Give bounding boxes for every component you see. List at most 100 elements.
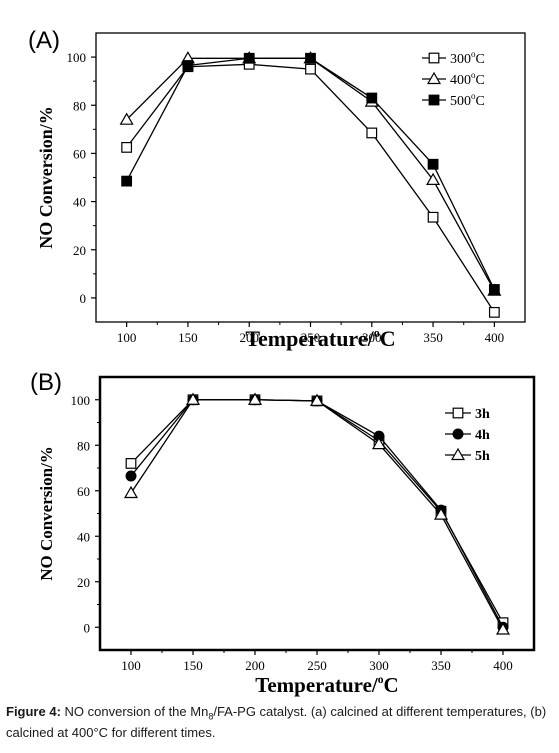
data-point [305, 63, 316, 75]
legend-marker [428, 94, 440, 106]
series-line [126, 57, 495, 292]
degree-mark: o [374, 326, 380, 340]
legend-label-unit: C [476, 94, 485, 109]
y-tick-label: 20 [77, 575, 90, 590]
y-tick-label: 0 [80, 291, 87, 306]
figure-canvas: (A)100 150 200 250 300 350 400020406080100Temp… [28, 27, 536, 697]
series-line [126, 57, 495, 290]
legend-marker [450, 447, 466, 461]
x-tick-label: 400 [493, 658, 513, 673]
legend-marker [452, 407, 464, 419]
y-tick-label: 80 [77, 438, 90, 453]
x-tick-label: 350 [431, 658, 451, 673]
y-tick-label: 40 [73, 195, 86, 210]
data-point [243, 52, 255, 64]
data-point [182, 60, 194, 71]
panel-label: (A) [28, 27, 60, 54]
legend-label-text: 4h [475, 428, 490, 443]
series-400 [119, 51, 502, 296]
x-axis-title-text: Temperature/ [245, 326, 374, 351]
y-tick-label: 20 [73, 243, 86, 258]
data-point [121, 175, 133, 187]
legend-label: 5h [475, 449, 490, 464]
legend-marker [428, 52, 440, 64]
data-point [121, 141, 133, 153]
data-point [119, 112, 134, 125]
data-point [488, 306, 500, 318]
data-point [125, 458, 137, 469]
degree-mark: o [471, 49, 476, 59]
x-tick-label: 350 [423, 330, 443, 345]
series-5h [123, 392, 511, 635]
legend-label-text: 5h [475, 449, 490, 464]
caption-subscript: 8 [208, 711, 214, 722]
data-point [426, 172, 441, 186]
legend: 3h 4h 5h [445, 407, 490, 464]
data-point [371, 436, 387, 450]
x-tick-label: 300 [369, 658, 389, 673]
data-point [433, 507, 449, 520]
y-tick-label: 100 [67, 50, 87, 65]
series-300 [121, 58, 500, 318]
x-axis-title: Temperature/oC [255, 673, 398, 697]
panel-label: (B) [30, 369, 62, 396]
series-4h [125, 394, 509, 633]
data-point [427, 211, 439, 223]
legend-label: 300oC [450, 49, 485, 67]
data-point [185, 392, 201, 405]
chart-a: (A) 100 150 200 250 300 350 400 0 20 40 60 80 100 Temp… [28, 27, 526, 351]
data-point [125, 470, 137, 482]
degree-mark: o [471, 91, 476, 101]
data-point [488, 284, 500, 295]
legend-marker [426, 71, 442, 85]
x-tick-label: 100 [117, 330, 137, 345]
figure-caption: Figure 4: NO conversion of the Mn8/FA-PG… [6, 704, 551, 741]
legend-label: 500oC [450, 91, 485, 109]
legend-marker [452, 428, 464, 440]
legend-label-text: 400 [450, 73, 471, 88]
series-500 [121, 52, 500, 295]
x-tick-label: 300 [362, 330, 382, 345]
legend-label-unit: C [476, 73, 485, 88]
degree-mark: o [471, 70, 476, 80]
data-point [247, 392, 263, 405]
x-axis-title: Temperature/oC [245, 326, 395, 351]
x-tick-label: 400 [485, 330, 505, 345]
series-3h [125, 394, 509, 629]
x-tick-label: 200 [239, 330, 259, 345]
y-tick-label: 40 [77, 529, 90, 544]
data-point [495, 622, 511, 635]
data-point [366, 92, 378, 104]
y-tick-label: 80 [73, 98, 86, 113]
y-axis-title: NO Conversion/% [37, 446, 56, 581]
x-tick-label: 250 [301, 330, 321, 345]
data-point [123, 485, 139, 499]
data-point [309, 393, 325, 406]
legend-label-unit: C [476, 52, 485, 67]
legend-label-text: 3h [475, 407, 490, 422]
legend-label-text: 300 [450, 52, 471, 67]
x-tick-label: 150 [178, 330, 198, 345]
y-tick-label: 0 [84, 620, 91, 635]
legend-label-text: 500 [450, 94, 471, 109]
data-point [366, 127, 378, 139]
y-tick-label: 60 [73, 146, 86, 161]
plot-frame [98, 375, 536, 652]
x-axis-title-text: Temperature/ [255, 673, 379, 697]
x-axis-title-unit: C [384, 673, 399, 697]
data-point [305, 52, 316, 64]
x-tick-label: 200 [245, 658, 265, 673]
chart-b: (B) 100 150 200 250 300 350 400 0 20 40 60 80 100 Temp… [30, 369, 536, 697]
legend-label: 400oC [450, 70, 485, 88]
y-tick-label: 60 [77, 484, 90, 499]
y-tick-label: 100 [71, 393, 91, 408]
data-point [427, 158, 439, 170]
x-tick-label: 250 [307, 658, 327, 673]
caption-text-1: NO conversion of the Mn [60, 704, 209, 719]
caption-text-2: /FA-PG catalyst. (a) calcined at differe… [6, 704, 547, 740]
x-tick-label: 100 [121, 658, 141, 673]
y-axis-title: NO Conversion/% [36, 106, 56, 249]
x-axis-title-unit: C [380, 326, 396, 351]
degree-mark: o [378, 674, 384, 686]
